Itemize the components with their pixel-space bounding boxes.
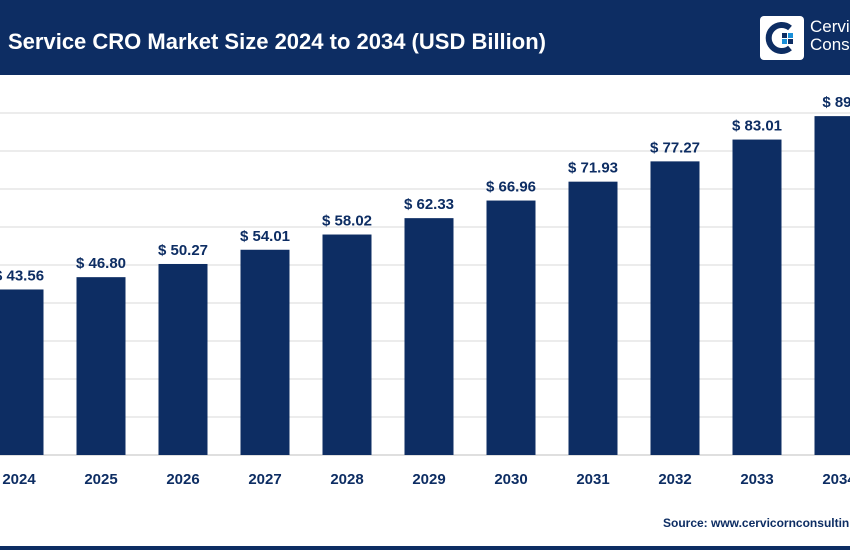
source-note: Source: www.cervicornconsultin [663, 516, 850, 530]
bar-2030 [486, 200, 536, 455]
company-logo-icon [760, 16, 804, 60]
bar-chart: $ 43.56 $ 46.80 $ 50.27 $ 54.01 $ 58.02 $ 62.… [0, 94, 850, 488]
x-tick-2026: 2026 [166, 471, 199, 488]
bar-2026 [158, 263, 208, 455]
x-tick-2029: 2029 [412, 471, 445, 488]
x-tick-2032: 2032 [658, 471, 691, 488]
x-tick-2024: 2024 [2, 471, 36, 488]
value-label-2033: $ 83.01 [732, 118, 782, 135]
value-labels: $ 43.56 $ 46.80 $ 50.27 $ 54.01 $ 58.02 $ 62.… [0, 94, 850, 284]
bottom-rule [0, 546, 850, 550]
bar-2028 [322, 234, 372, 455]
x-tick-2027: 2027 [248, 471, 281, 488]
value-label-2031: $ 71.93 [568, 160, 618, 177]
bar-2027 [240, 249, 290, 455]
bar-2031 [568, 181, 618, 455]
bar-2033 [732, 139, 782, 455]
x-tick-2025: 2025 [84, 471, 117, 488]
value-label-2027: $ 54.01 [240, 228, 290, 245]
logo-line-2: Consu [810, 35, 850, 54]
value-label-2030: $ 66.96 [486, 179, 536, 196]
bar-2029 [404, 218, 454, 455]
x-tick-labels: 2024 2025 2026 2027 2028 2029 2030 2031 2032 2033… [2, 471, 850, 488]
logo-mark-icon [765, 22, 793, 54]
chart-header: Service CRO Market Size 2024 to 2034 (US… [0, 0, 850, 75]
x-tick-2030: 2030 [494, 471, 527, 488]
x-tick-2028: 2028 [330, 471, 363, 488]
value-label-2026: $ 50.27 [158, 242, 208, 259]
bars [0, 116, 850, 455]
value-label-2024: $ 43.56 [0, 267, 44, 284]
logo-line-1: Cervic [810, 17, 850, 36]
value-label-2025: $ 46.80 [76, 255, 126, 272]
bar-2024 [0, 289, 44, 455]
bar-2032 [650, 161, 700, 455]
x-tick-2031: 2031 [576, 471, 609, 488]
bar-2034 [814, 116, 850, 455]
value-label-2028: $ 58.02 [322, 213, 372, 230]
x-tick-2034: 2034 [822, 471, 850, 488]
value-label-2034: $ 89. [822, 94, 850, 111]
chart-title: Service CRO Market Size 2024 to 2034 (US… [8, 29, 546, 54]
value-label-2029: $ 62.33 [404, 196, 454, 213]
bar-2025 [76, 277, 126, 455]
company-logo-text: Cervic Consu [810, 18, 850, 54]
value-label-2032: $ 77.27 [650, 139, 700, 156]
x-tick-2033: 2033 [740, 471, 773, 488]
